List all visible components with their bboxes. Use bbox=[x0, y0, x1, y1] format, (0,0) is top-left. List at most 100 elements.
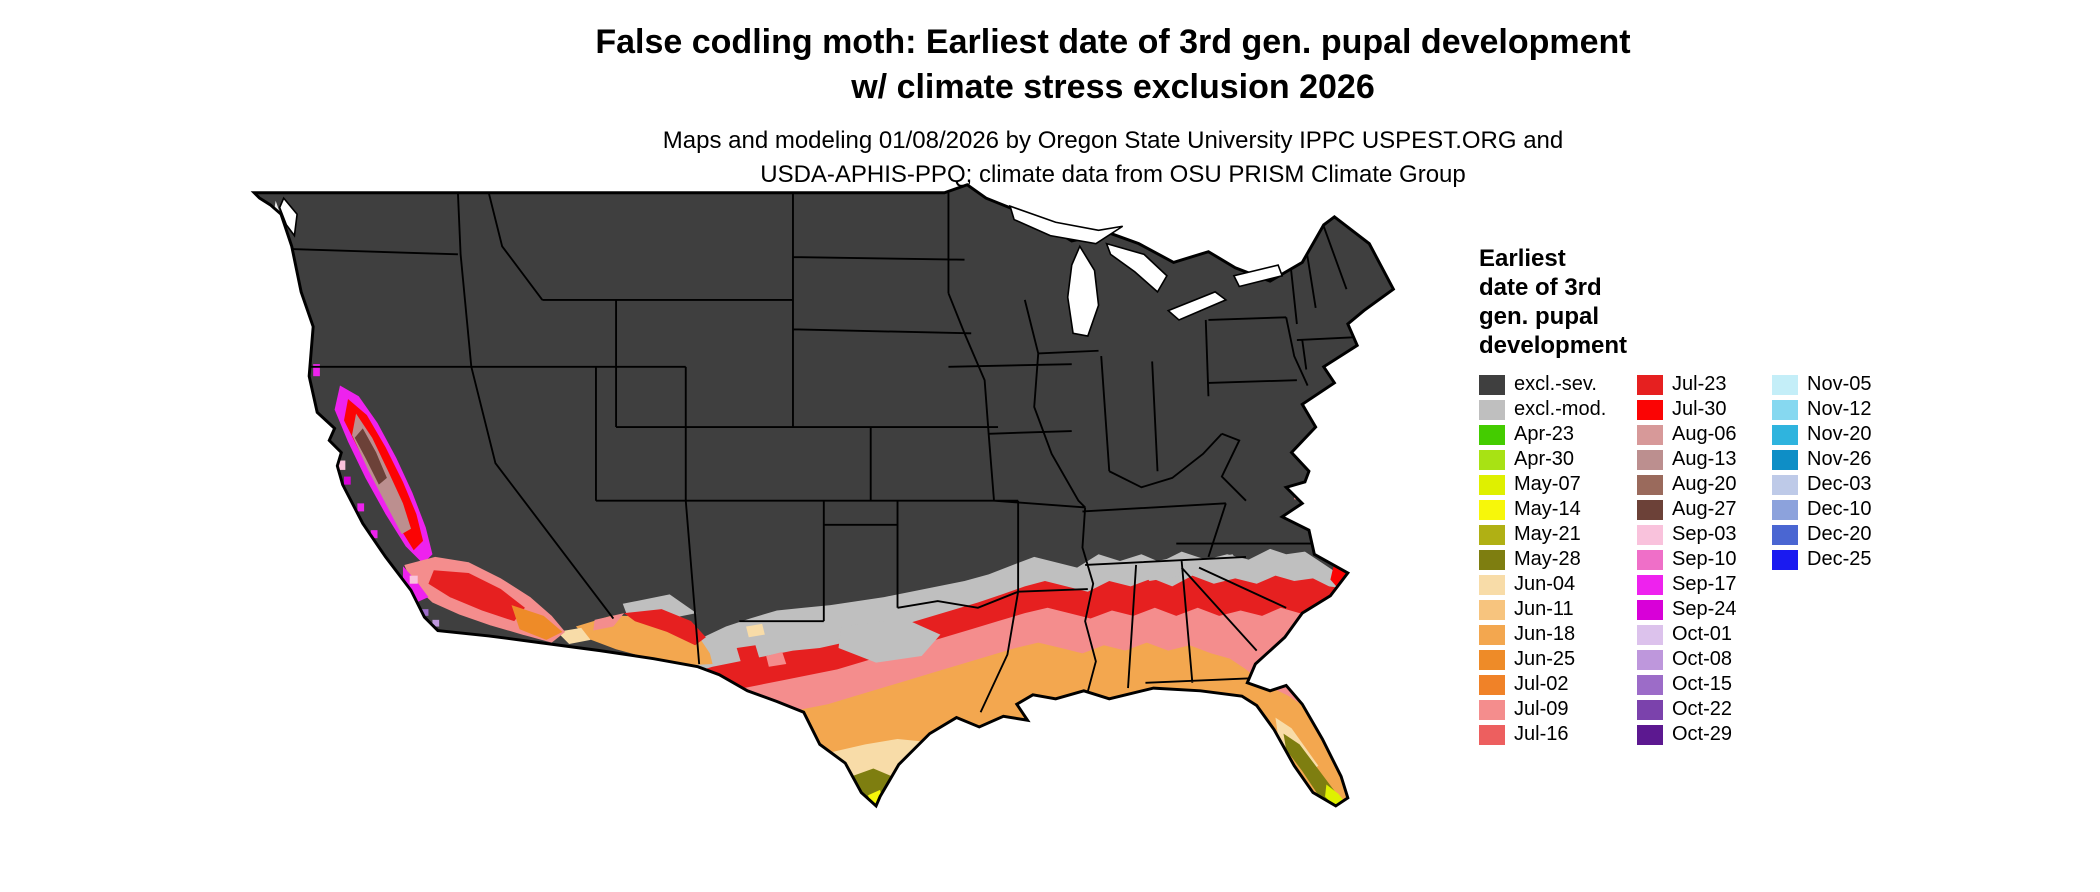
legend-swatch bbox=[1772, 524, 1798, 545]
map-region-yuma-tan bbox=[557, 627, 591, 644]
legend-row: Apr-23 bbox=[1479, 422, 1606, 447]
legend-swatch bbox=[1637, 474, 1663, 495]
legend-row: Oct-29 bbox=[1637, 722, 1737, 747]
legend-label: excl.-sev. bbox=[1514, 373, 1597, 395]
legend-label: Jul-16 bbox=[1514, 723, 1569, 745]
subtitle-line1: Maps and modeling 01/08/2026 by Oregon S… bbox=[662, 127, 1564, 154]
map-speck-centralcoast-magenta2 bbox=[357, 503, 365, 512]
lake-michigan bbox=[1066, 244, 1100, 337]
legend-label: Oct-01 bbox=[1672, 623, 1733, 645]
subtitle: Maps and modeling 01/08/2026 by Oregon S… bbox=[413, 124, 1813, 192]
legend-swatch bbox=[1637, 699, 1663, 720]
legend-row: May-07 bbox=[1479, 472, 1606, 497]
legend-swatch bbox=[1479, 574, 1505, 595]
legend-swatch bbox=[1637, 424, 1663, 445]
legend-row: Aug-13 bbox=[1637, 447, 1737, 472]
legend-swatch bbox=[1637, 624, 1663, 645]
legend-swatch bbox=[1479, 374, 1505, 395]
lake-huron bbox=[1105, 242, 1168, 294]
legend-label: Oct-29 bbox=[1672, 723, 1733, 745]
legend-row: May-14 bbox=[1479, 497, 1606, 522]
legend-swatch bbox=[1772, 499, 1798, 520]
us-map bbox=[214, 166, 1447, 822]
legend-label: Sep-03 bbox=[1672, 523, 1737, 545]
legend-row: Oct-01 bbox=[1637, 622, 1737, 647]
legend-label: Aug-06 bbox=[1672, 423, 1737, 445]
legend-swatch bbox=[1479, 699, 1505, 720]
legend-label: Jul-23 bbox=[1672, 373, 1727, 395]
legend-row: Sep-03 bbox=[1637, 522, 1737, 547]
legend-label: Aug-20 bbox=[1672, 473, 1737, 495]
map-region-ca-valley-darkbrown bbox=[354, 428, 387, 485]
legend-row: Jul-02 bbox=[1479, 672, 1606, 697]
legend-label: Jun-11 bbox=[1514, 598, 1574, 620]
legend-title-line: development bbox=[1479, 332, 1628, 359]
legend-label: May-14 bbox=[1514, 498, 1581, 520]
legend-label: Apr-23 bbox=[1514, 423, 1575, 445]
legend-label: Jun-04 bbox=[1514, 573, 1576, 595]
legend-row: Dec-25 bbox=[1772, 547, 1871, 572]
map-speck-nm-salmon bbox=[766, 651, 787, 667]
legend-swatch bbox=[1637, 399, 1663, 420]
legend-swatch bbox=[1479, 674, 1505, 695]
us-map-svg bbox=[250, 183, 1396, 809]
legend-label: Sep-24 bbox=[1672, 598, 1737, 620]
legend-swatch bbox=[1479, 474, 1505, 495]
water-bodies bbox=[278, 196, 1284, 337]
legend-label: May-28 bbox=[1514, 548, 1581, 570]
map-region-socal-orange bbox=[511, 605, 563, 640]
legend-row: Jun-11 bbox=[1479, 597, 1606, 622]
legend-label: Jul-09 bbox=[1514, 698, 1569, 720]
map-patch-appalachia-gray bbox=[1205, 554, 1244, 579]
map-speck-nm-tan bbox=[746, 623, 765, 638]
legend-label: Nov-20 bbox=[1807, 423, 1872, 445]
legend-row: May-28 bbox=[1479, 547, 1606, 572]
legend-label: Dec-25 bbox=[1807, 548, 1872, 570]
legend-row: excl.-mod. bbox=[1479, 397, 1606, 422]
legend-title-line: date of 3rd bbox=[1479, 274, 1602, 301]
map-speck-bayarea-pink bbox=[337, 460, 346, 470]
legend-row: Oct-08 bbox=[1637, 647, 1737, 672]
legend-row: Dec-20 bbox=[1772, 522, 1871, 547]
legend-row: Jun-25 bbox=[1479, 647, 1606, 672]
legend-row: Jul-09 bbox=[1479, 697, 1606, 722]
legend-label: Aug-27 bbox=[1672, 498, 1737, 520]
legend-row: Dec-10 bbox=[1772, 497, 1871, 522]
legend-row: Nov-12 bbox=[1772, 397, 1871, 422]
legend-row: Sep-24 bbox=[1637, 597, 1737, 622]
legend-swatch bbox=[1772, 449, 1798, 470]
legend-row: excl.-sev. bbox=[1479, 372, 1606, 397]
legend-label: Jul-02 bbox=[1514, 673, 1569, 695]
legend-row: Dec-03 bbox=[1772, 472, 1871, 497]
legend-row: Apr-30 bbox=[1479, 447, 1606, 472]
map-region-florida-yellow-tip bbox=[1325, 784, 1344, 806]
legend-swatch bbox=[1479, 524, 1505, 545]
map-speck-centralcoast-magenta3 bbox=[370, 530, 378, 539]
subtitle-line2: USDA-APHIS-PPQ; climate data from OSU PR… bbox=[760, 161, 1466, 188]
legend-row: Jul-16 bbox=[1479, 722, 1606, 747]
legend-swatch bbox=[1479, 449, 1505, 470]
page-title-line1: False codling moth: Earliest date of 3rd… bbox=[595, 23, 1631, 61]
legend-label: May-07 bbox=[1514, 473, 1581, 495]
legend-swatch bbox=[1637, 649, 1663, 670]
legend-label: May-21 bbox=[1514, 523, 1581, 545]
legend-swatch bbox=[1637, 599, 1663, 620]
legend-swatch bbox=[1772, 399, 1798, 420]
legend-swatch bbox=[1772, 474, 1798, 495]
legend-swatch bbox=[1479, 549, 1505, 570]
legend-swatch bbox=[1479, 599, 1505, 620]
puget-sound bbox=[278, 196, 298, 238]
legend-row: Aug-06 bbox=[1637, 422, 1737, 447]
legend-label: Nov-12 bbox=[1807, 398, 1872, 420]
legend-swatch bbox=[1637, 549, 1663, 570]
map-speck-coast-purple1 bbox=[421, 609, 429, 616]
map-speck-norfolk-red bbox=[1299, 515, 1313, 527]
legend-label: Dec-20 bbox=[1807, 523, 1872, 545]
legend-swatch bbox=[1479, 649, 1505, 670]
legend-label: Nov-26 bbox=[1807, 448, 1872, 470]
map-patch-central-texas-gray bbox=[838, 618, 941, 663]
legend-title: Earliest date of 3rd gen. pupal developm… bbox=[1479, 244, 1627, 360]
legend-row: Sep-17 bbox=[1637, 572, 1737, 597]
legend-title-line: gen. pupal bbox=[1479, 303, 1599, 330]
legend-label: Aug-13 bbox=[1672, 448, 1737, 470]
